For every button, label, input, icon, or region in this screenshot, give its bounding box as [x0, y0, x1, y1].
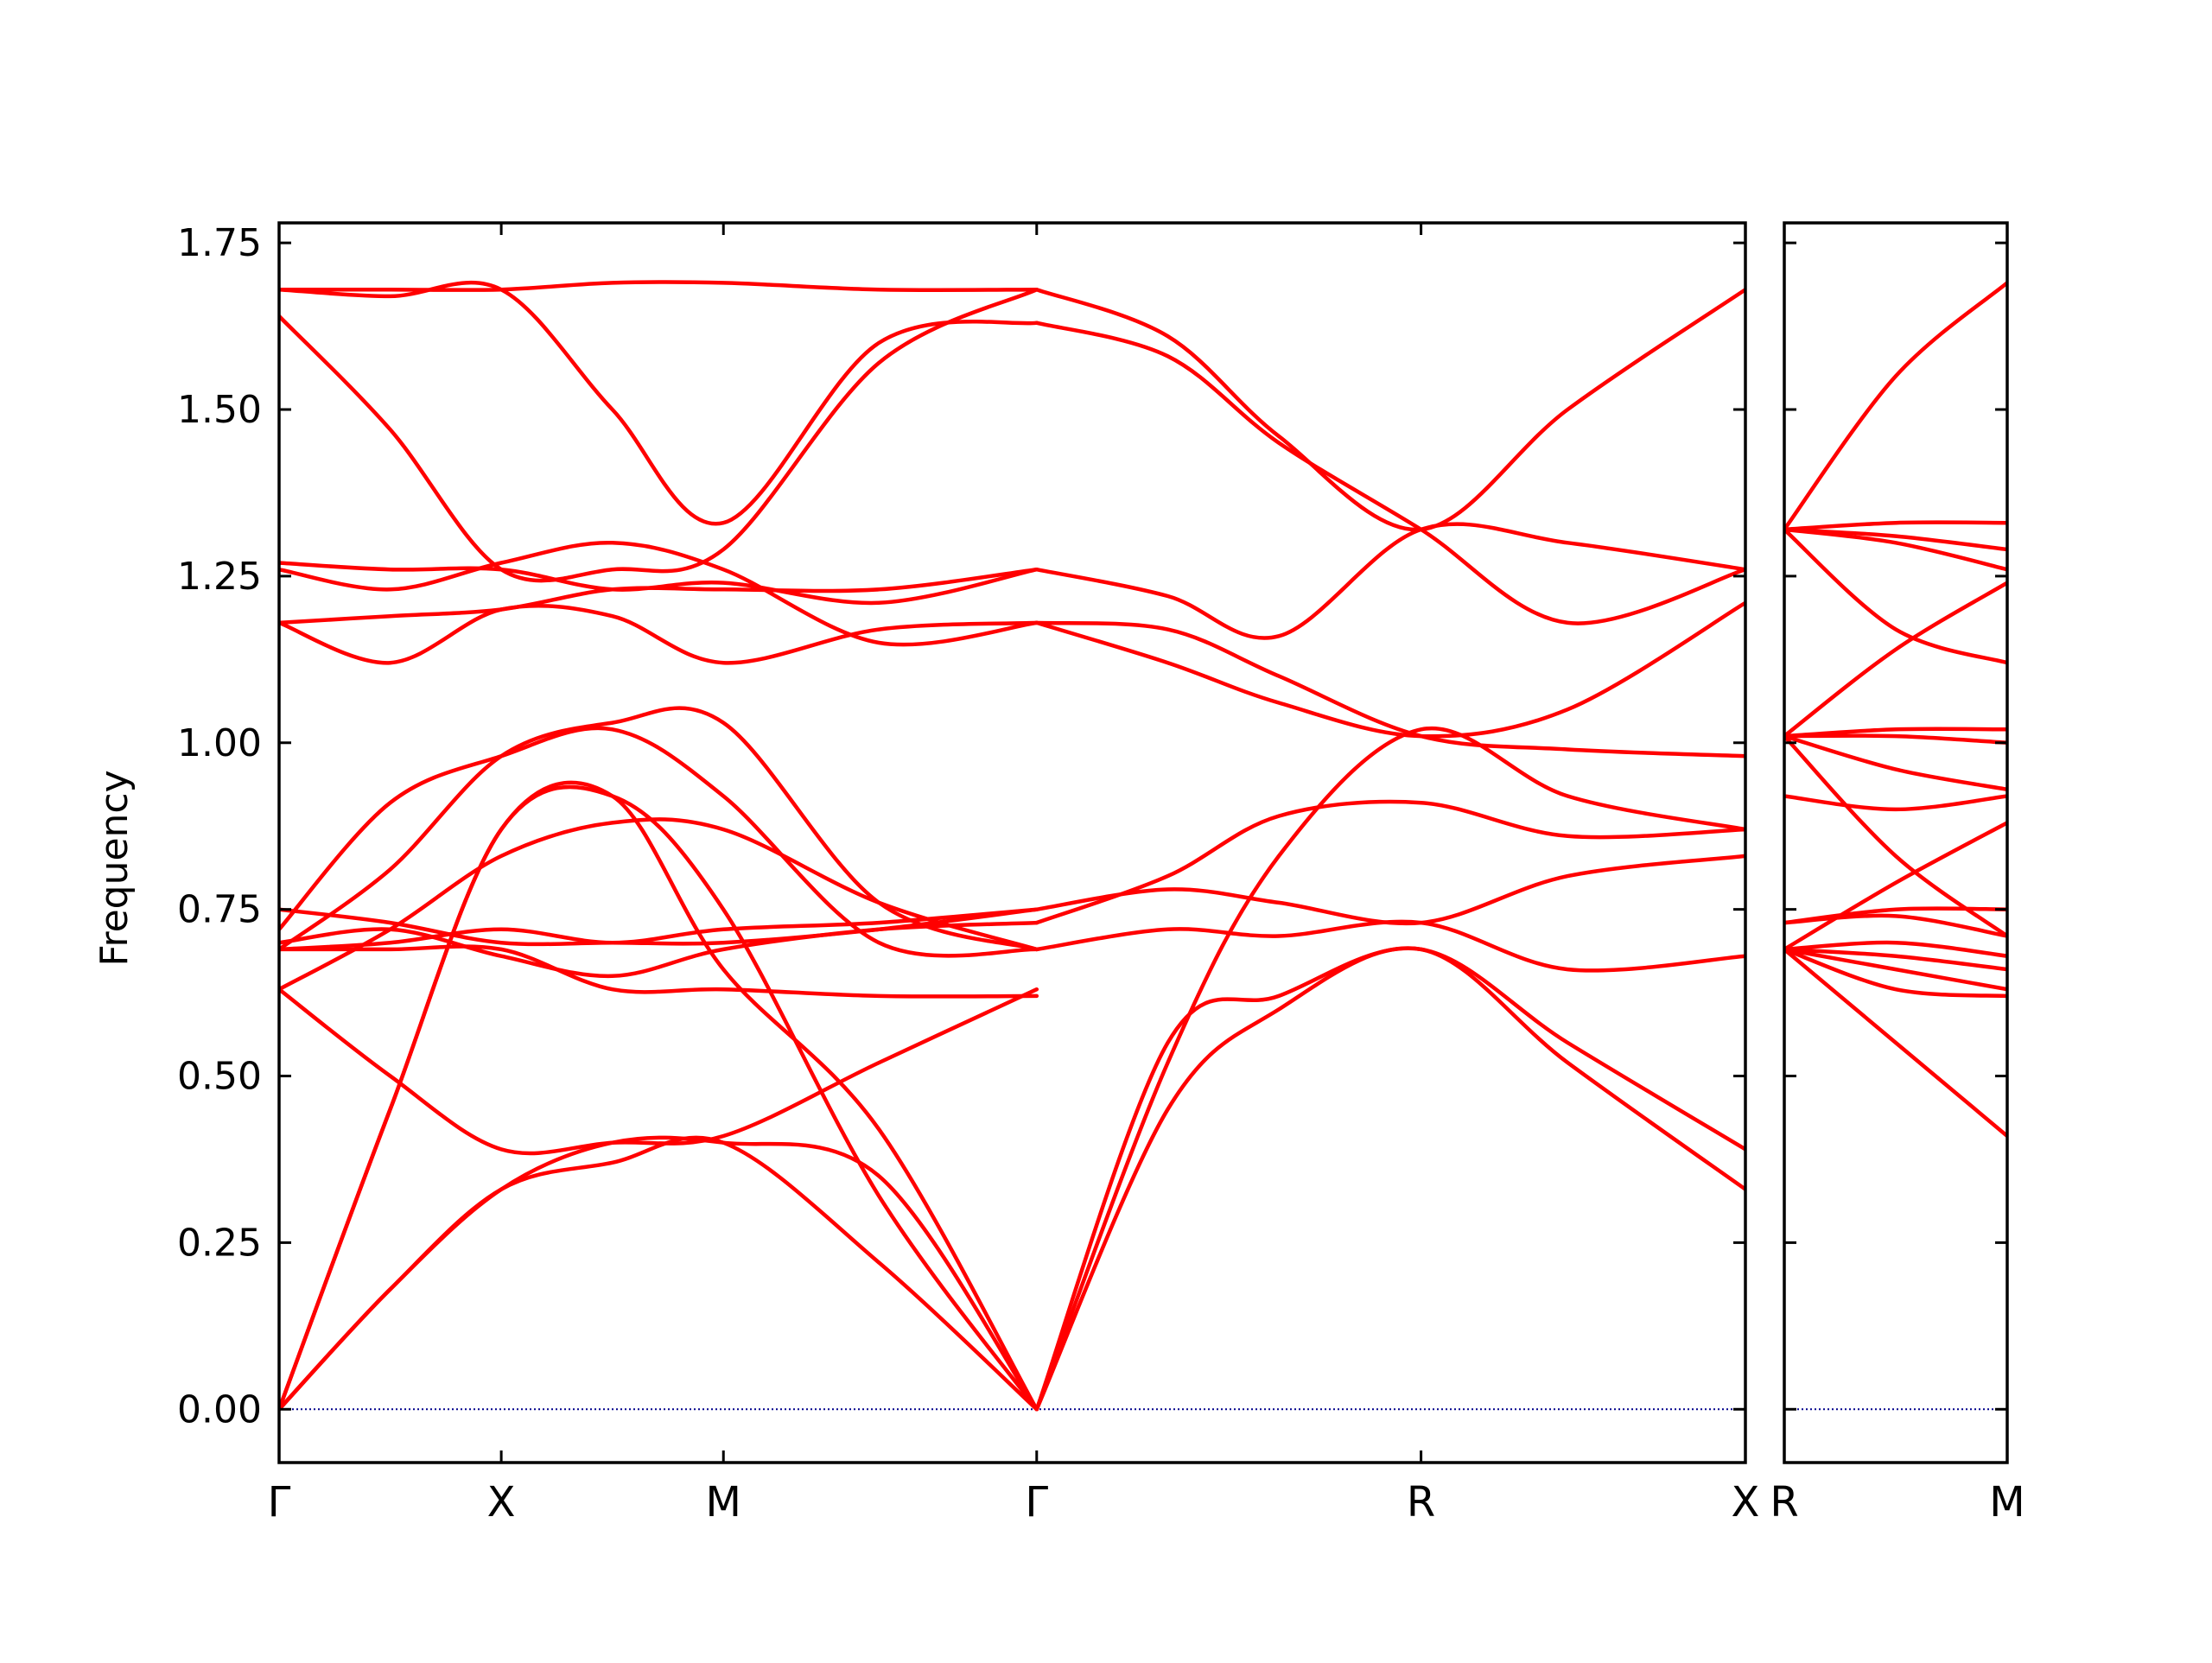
band-line [1034, 600, 1745, 739]
x-tick-label: X [1732, 1478, 1760, 1527]
band-line [1034, 854, 1745, 926]
x-tick-label: R [1407, 1478, 1435, 1527]
band-line [1784, 733, 2007, 746]
y-tick-label: 0.25 [177, 1221, 262, 1265]
y-axis-label: Frequency [92, 770, 137, 966]
band-line [1784, 733, 2007, 792]
band-line [1784, 794, 2007, 812]
band-line [279, 1135, 1039, 1412]
band-line [1784, 527, 2007, 552]
band-line [279, 944, 1039, 999]
band-line [279, 780, 1039, 1412]
y-tick-label: 0.75 [177, 888, 262, 932]
band-line [1034, 726, 1745, 1412]
plot-frame [277, 221, 1747, 1464]
y-tick-label: 0.50 [177, 1055, 262, 1099]
band-line [1034, 919, 1745, 973]
band-line [1784, 581, 2007, 739]
plot-frame [1783, 221, 2009, 1464]
band-line [279, 541, 1039, 647]
band-line [1784, 727, 2007, 739]
x-tick-label: Γ [1025, 1478, 1048, 1527]
y-tick-label: 1.00 [177, 721, 262, 765]
band-line [279, 561, 1039, 606]
band-line [1784, 940, 2007, 958]
band-line [279, 603, 1039, 665]
band-line [279, 726, 1039, 958]
panel-main: 0.00 0.25 0.50 0.75 1.00 1.25 1.50 1.75 Γ X M Γ R X [177, 221, 1759, 1527]
band-line [1784, 281, 2007, 532]
band-line [279, 1135, 1039, 1412]
band-line [1784, 947, 2007, 1139]
band-line [279, 287, 1039, 583]
band-line [1784, 947, 2007, 972]
x-tick-label: R [1770, 1478, 1798, 1527]
band-line [1034, 287, 1745, 532]
band-line [1784, 821, 2007, 952]
y-tick-label: 1.75 [177, 221, 262, 265]
band-line [1034, 620, 1745, 759]
band-line [279, 987, 1039, 1156]
band-line [279, 280, 1039, 526]
band-line [1784, 527, 2007, 665]
x-tick-label: M [1989, 1478, 2024, 1527]
band-line [279, 706, 1039, 952]
band-line [279, 817, 1039, 992]
band-line [1034, 321, 1745, 625]
band-line [1034, 946, 1745, 1412]
y-tick-label: 0.00 [177, 1387, 262, 1431]
band-line [1784, 947, 2007, 999]
x-tick-label: Γ [268, 1478, 291, 1527]
band-line [1784, 906, 2007, 925]
band-line [1034, 946, 1745, 1412]
x-tick-label: M [706, 1478, 741, 1527]
x-tick-label: X [487, 1478, 516, 1527]
band-line [1784, 733, 2007, 938]
y-tick-label: 1.50 [177, 388, 262, 432]
band-line [1784, 947, 2007, 992]
y-tick-label: 1.25 [177, 555, 262, 599]
band-line [1034, 522, 1745, 640]
band-line [1034, 799, 1745, 925]
band-line [279, 907, 1039, 947]
band-line [279, 280, 1039, 292]
band-line [1784, 520, 2007, 532]
